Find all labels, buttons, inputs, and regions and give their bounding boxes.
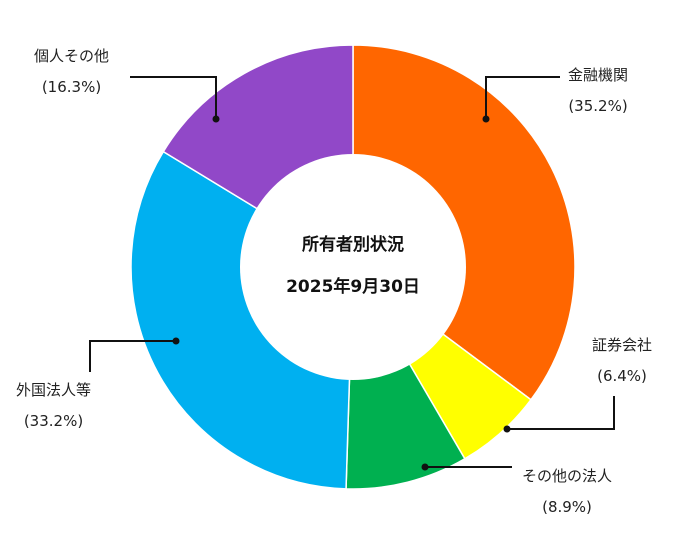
label-percent: (16.3%) (41, 78, 102, 96)
label-percent: (35.2%) (568, 97, 628, 115)
donut-slice (352, 44, 576, 401)
label-foreign-corporations: 外国法人等 (33.2%) (16, 379, 91, 430)
leader-lines (89, 76, 615, 468)
label-name: その他の法人 (522, 467, 613, 485)
leader-line-foreign (89, 340, 176, 372)
label-name: 証券会社 (592, 336, 653, 354)
leader-line-securities (507, 396, 615, 430)
label-name: 個人その他 (34, 47, 110, 65)
label-name: 外国法人等 (16, 381, 92, 399)
label-other-corporations: その他の法人 (8.9%) (522, 465, 612, 516)
leader-dots (172, 115, 511, 471)
label-percent: (33.2%) (23, 412, 84, 430)
label-percent: (8.9%) (542, 498, 592, 516)
center-title: 所有者別状況 (302, 235, 404, 255)
leader-line-individual (130, 76, 217, 119)
label-financial-institutions: 金融機関 (35.2%) (568, 64, 628, 115)
donut-hole (240, 154, 466, 380)
leader-line-financial (485, 76, 560, 119)
label-name: 金融機関 (568, 66, 629, 84)
label-individuals-other: 個人その他 (16.3%) (34, 45, 109, 96)
label-percent: (6.4%) (597, 367, 647, 385)
label-securities-companies: 証券会社 (6.4%) (592, 334, 652, 385)
donut-slices (130, 44, 576, 490)
center-date: 2025年9月30日 (286, 277, 420, 297)
